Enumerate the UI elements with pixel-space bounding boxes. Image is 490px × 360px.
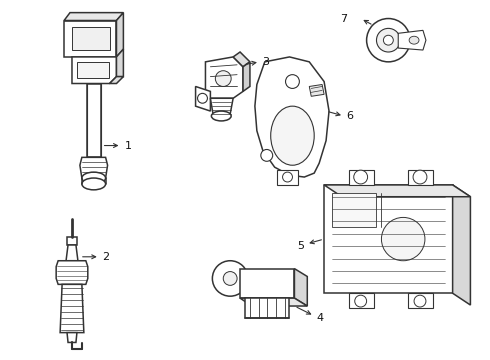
Polygon shape [243, 62, 250, 91]
Ellipse shape [413, 170, 427, 184]
Ellipse shape [414, 295, 426, 307]
Ellipse shape [212, 261, 248, 296]
Polygon shape [117, 13, 123, 57]
Ellipse shape [354, 170, 368, 184]
Text: 7: 7 [340, 14, 347, 23]
Polygon shape [67, 333, 77, 342]
Ellipse shape [381, 217, 425, 261]
Polygon shape [117, 49, 123, 77]
Ellipse shape [409, 36, 419, 44]
Polygon shape [60, 284, 84, 333]
Polygon shape [64, 21, 117, 57]
Polygon shape [56, 261, 88, 284]
Ellipse shape [223, 271, 237, 285]
Polygon shape [294, 269, 307, 306]
Bar [277, 170, 298, 185]
Ellipse shape [211, 111, 231, 121]
Text: 2: 2 [101, 252, 109, 262]
Text: 1: 1 [124, 140, 131, 150]
Text: 5: 5 [297, 241, 304, 251]
Polygon shape [205, 57, 243, 98]
Polygon shape [240, 269, 294, 298]
Polygon shape [110, 77, 123, 84]
Bar [67, 237, 77, 245]
Polygon shape [196, 86, 210, 111]
Ellipse shape [376, 28, 400, 52]
Polygon shape [240, 298, 307, 306]
Polygon shape [408, 293, 433, 308]
Ellipse shape [82, 172, 106, 184]
Polygon shape [64, 13, 123, 21]
Polygon shape [324, 185, 470, 197]
Ellipse shape [82, 178, 106, 190]
Bar [324, 185, 453, 293]
Bar [332, 193, 376, 227]
Ellipse shape [270, 106, 314, 165]
Bar [87, 84, 100, 157]
Text: 6: 6 [346, 111, 353, 121]
Ellipse shape [261, 149, 272, 161]
Polygon shape [398, 30, 426, 50]
Polygon shape [453, 185, 470, 305]
Polygon shape [309, 85, 324, 96]
Polygon shape [349, 170, 373, 185]
Polygon shape [80, 157, 108, 178]
Polygon shape [233, 52, 250, 67]
Polygon shape [245, 298, 290, 318]
Ellipse shape [283, 172, 293, 182]
Text: 3: 3 [262, 57, 269, 67]
Ellipse shape [286, 75, 299, 89]
Bar [72, 27, 110, 50]
Polygon shape [408, 170, 433, 185]
Ellipse shape [367, 18, 410, 62]
Bar [77, 62, 109, 78]
Ellipse shape [355, 295, 367, 307]
Ellipse shape [215, 71, 231, 86]
Ellipse shape [197, 93, 207, 103]
Polygon shape [72, 57, 117, 84]
Text: 4: 4 [316, 313, 323, 323]
Polygon shape [255, 57, 329, 177]
Polygon shape [210, 98, 233, 116]
Polygon shape [66, 245, 78, 261]
Ellipse shape [383, 35, 393, 45]
Polygon shape [349, 293, 373, 308]
